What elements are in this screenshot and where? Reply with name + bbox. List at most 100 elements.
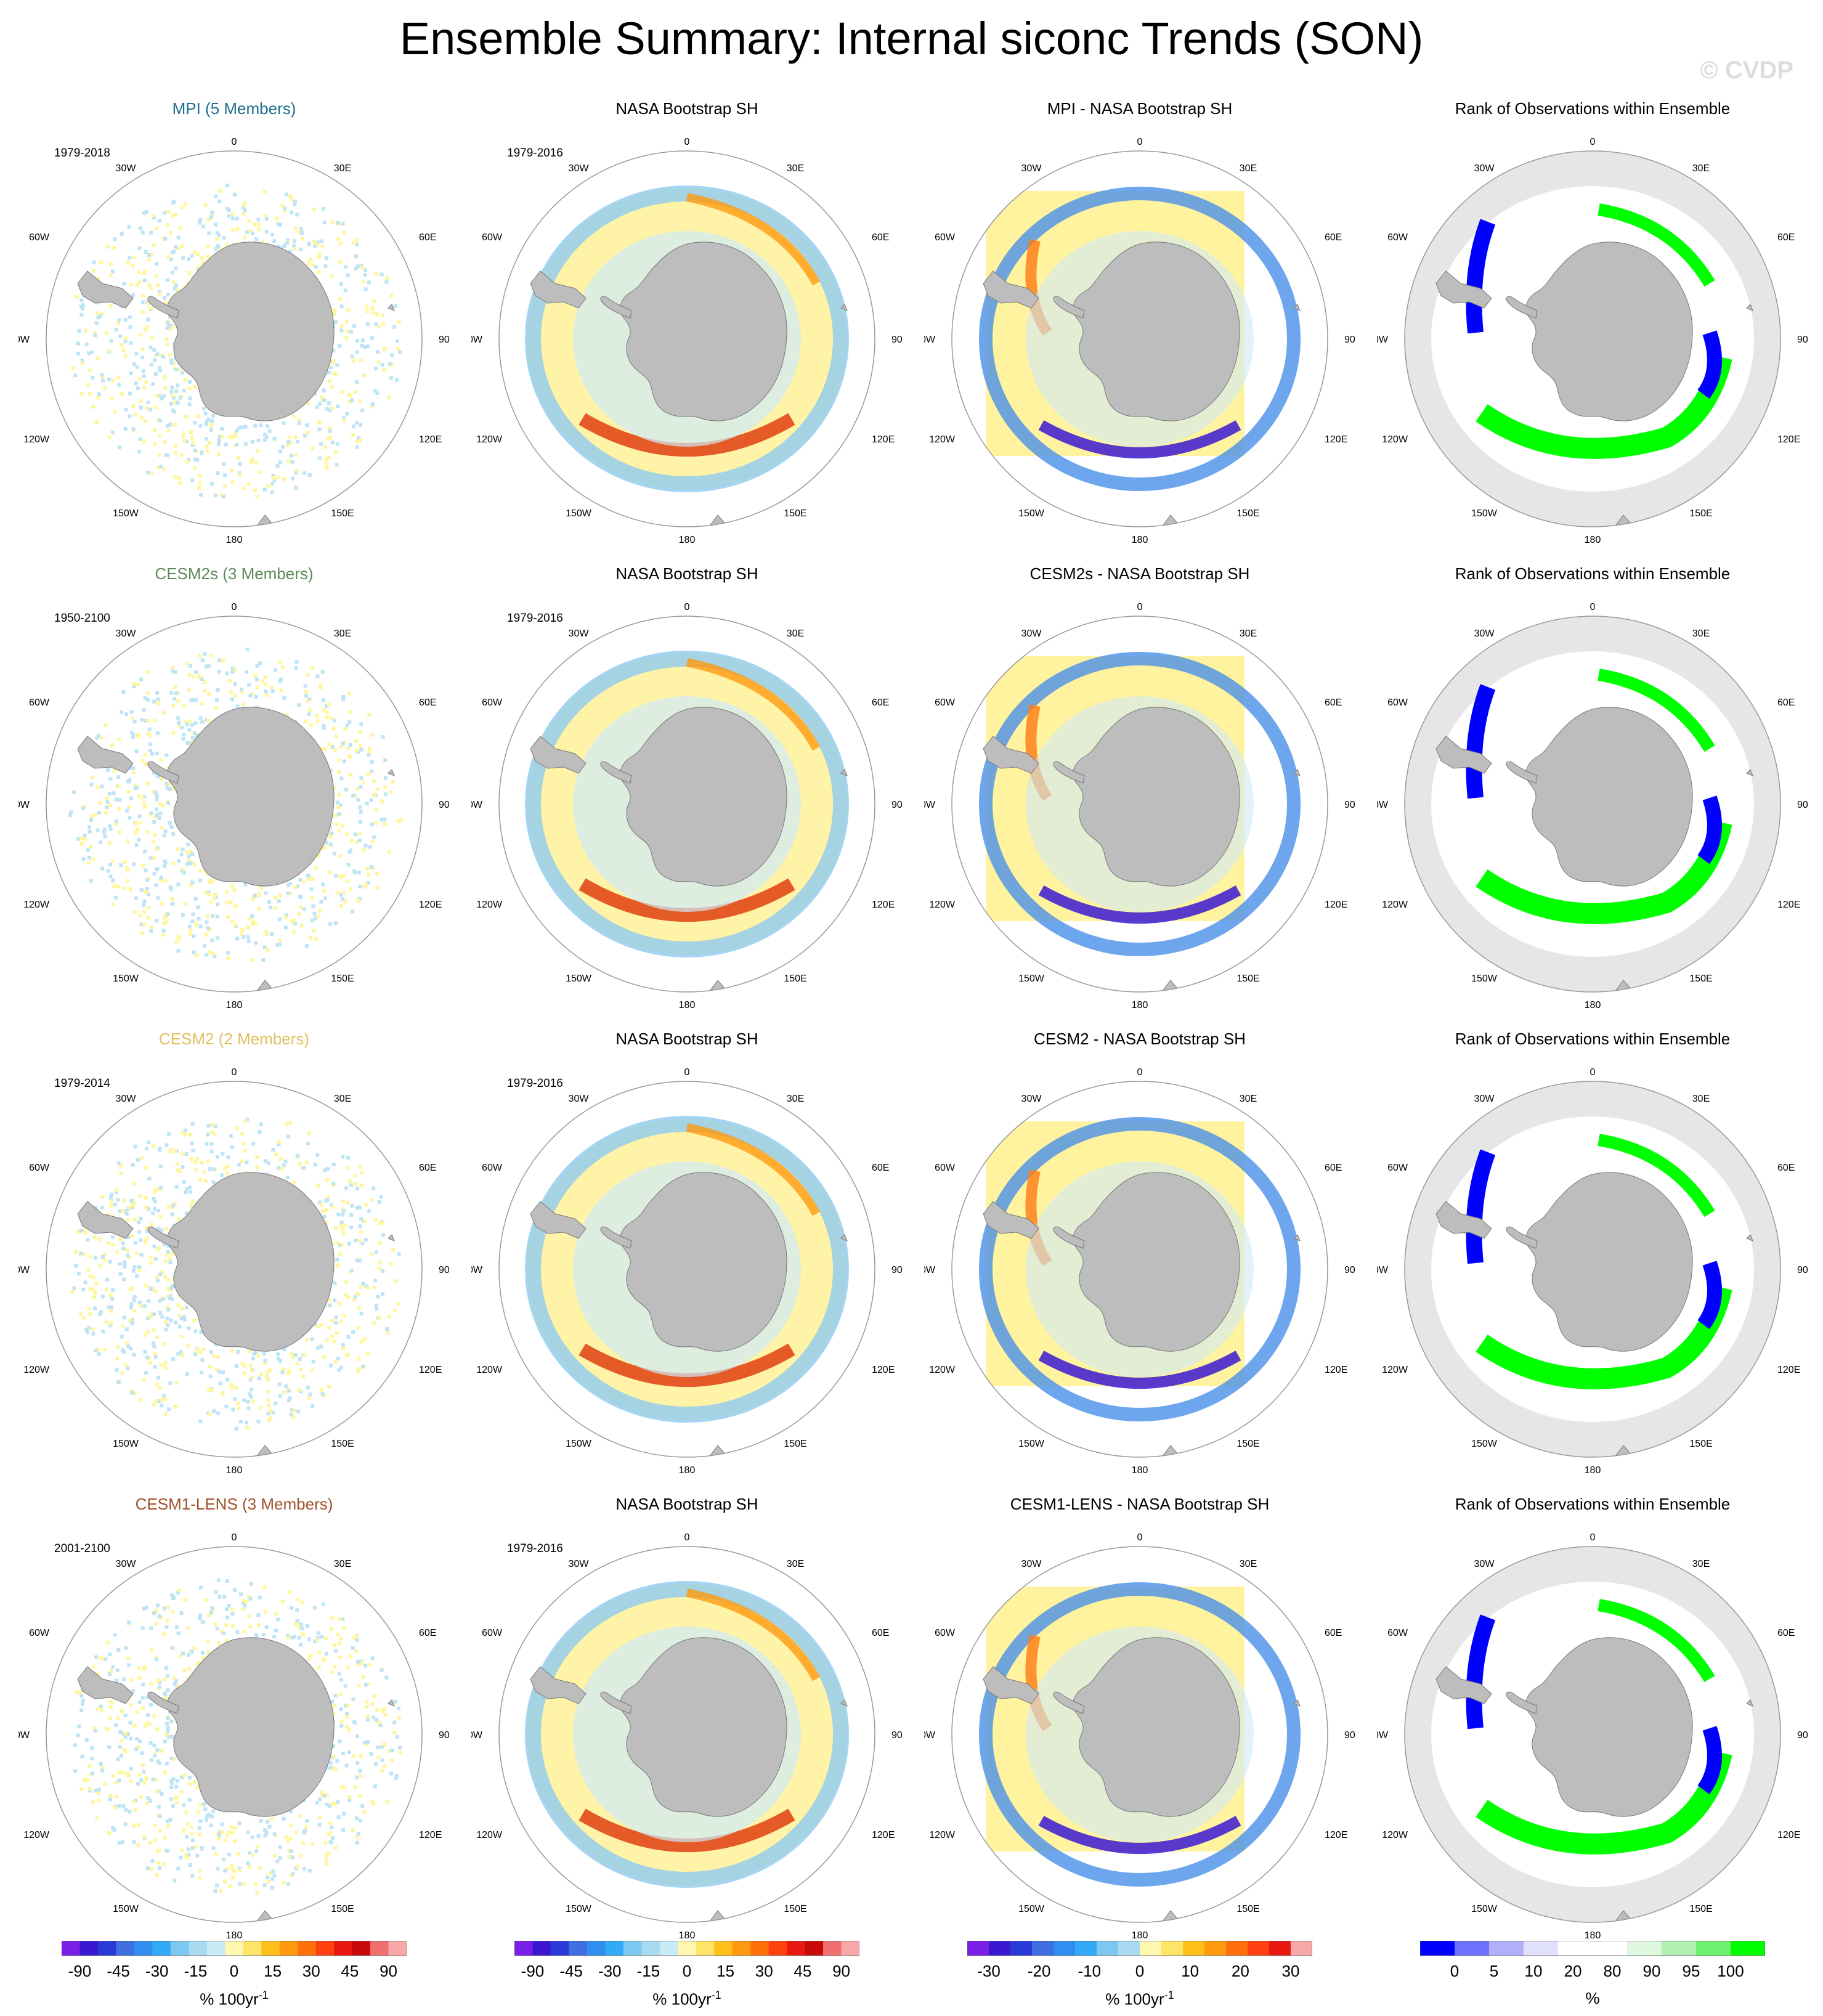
lon-label-30w: 30W [1021, 628, 1042, 639]
units-label: % [1585, 1989, 1600, 2007]
map-boundary [498, 1081, 875, 1458]
lon-label-180: 180 [679, 1000, 696, 1010]
lon-label-120w: 120W [1382, 434, 1408, 445]
obs-panel-row2: NASA Bootstrap SH 0 180 30E 30W 60E 60W 90E 90W 1… [471, 564, 903, 1032]
lon-label-30e: 30E [787, 1559, 804, 1569]
map-boundary [951, 150, 1328, 527]
new-zealand [1612, 1445, 1631, 1457]
colorbar-swatch [623, 1941, 642, 1956]
kerguelen-island [1293, 1234, 1301, 1242]
colorbar-units: % [1420, 1989, 1765, 2008]
colorbar-tick-label: -30 [598, 1962, 622, 1980]
lon-label-30w: 30W [1021, 163, 1042, 174]
lon-label-120w: 120W [1382, 1830, 1408, 1840]
lon-label-150w: 150W [1018, 1904, 1045, 1914]
lon-label-90w: 90W [924, 335, 936, 345]
polar-map: 0 180 30E 30W 60E 60W 90E 90W 120E 120W 150E 150W [924, 1067, 1355, 1476]
colorbar-swatch [750, 1941, 769, 1956]
south-america-tip [1435, 270, 1492, 309]
south-america-tip [1435, 1666, 1492, 1704]
lon-label-0: 0 [684, 602, 690, 612]
new-zealand [1612, 980, 1631, 992]
lon-label-0: 0 [684, 1067, 690, 1078]
lon-label-120e: 120E [419, 900, 442, 910]
kerguelen-island [840, 304, 848, 311]
colorbar-swatch [189, 1941, 208, 1956]
colorbar-diff: -30 -20 -10 0 10 20 30 % 100yr-1 [967, 1941, 1312, 2015]
lon-label-60w: 60W [935, 1163, 956, 1173]
kerguelen-island [840, 1699, 848, 1707]
colorbar-tick-label: -30 [145, 1962, 169, 1980]
polar-map: 0 180 30E 30W 60E 60W 90E 90W 120E 120W 150E 150W [18, 137, 450, 545]
colorbar-swatch [1662, 1941, 1697, 1956]
colorbar-swatch [1032, 1941, 1054, 1956]
antarctic-peninsula [1506, 1691, 1538, 1714]
lon-label-180: 180 [679, 535, 696, 545]
lon-label-180: 180 [1132, 1465, 1148, 1476]
lon-label-30e: 30E [1240, 628, 1257, 639]
colorbar-swatch [823, 1941, 842, 1956]
lon-label-0: 0 [1590, 602, 1596, 612]
lon-label-30w: 30W [569, 1559, 590, 1569]
polar-map: 0 180 30E 30W 60E 60W 90E 90W 120E 120W 150E 150W [471, 602, 903, 1010]
lon-label-90e: 90E [1344, 1730, 1355, 1741]
lon-label-120w: 120W [23, 900, 50, 910]
lon-label-90e: 90E [1797, 800, 1808, 810]
map-boundary [951, 616, 1328, 993]
colorbar-units: % 100yr-1 [967, 1989, 1312, 2009]
colorbar-swatch [732, 1941, 751, 1956]
lon-label-0: 0 [1590, 137, 1596, 147]
rank-panel-title: Rank of Observations within Ensemble [1455, 564, 1731, 583]
lon-label-60w: 60W [482, 1163, 503, 1173]
polar-map: 0 180 30E 30W 60E 60W 90E 90W 120E 120W 150E 150W [471, 1067, 903, 1476]
kerguelen-island [388, 1234, 395, 1242]
south-america-tip [77, 1666, 134, 1704]
south-america-tip [983, 270, 1039, 309]
lon-label-30e: 30E [334, 628, 351, 639]
colorbar-swatch [315, 1941, 335, 1956]
south-america-tip [1435, 1201, 1492, 1239]
lon-label-30w: 30W [569, 163, 590, 174]
south-america-tip [530, 270, 587, 309]
lon-label-60e: 60E [1777, 232, 1795, 243]
new-zealand [706, 980, 726, 992]
polar-map: 0 180 30E 30W 60E 60W 90E 90W 120E 120W 150E 150W [471, 137, 903, 545]
colorbar-tick-label: 0 [1450, 1962, 1459, 1980]
lon-label-60e: 60E [419, 232, 436, 243]
colorbar-swatch [134, 1941, 153, 1956]
antarctica-landmass [1073, 1637, 1240, 1817]
antarctic-peninsula [1506, 761, 1538, 784]
lon-label-120w: 120W [476, 1830, 503, 1840]
colorbar-swatch [768, 1941, 787, 1956]
colorbar-tick-label: -45 [559, 1962, 583, 1980]
lon-label-30w: 30W [569, 628, 590, 639]
lon-label-30w: 30W [1021, 1559, 1042, 1569]
colorbar-swatch [261, 1941, 280, 1956]
lon-label-90w: 90W [18, 800, 30, 810]
antarctic-peninsula [600, 296, 632, 319]
colorbar-tick-label: 30 [302, 1962, 320, 1980]
colorbar-tick-label: 90 [380, 1962, 397, 1980]
antarctica-landmass [620, 1172, 787, 1352]
lon-label-180: 180 [1585, 535, 1601, 545]
kerguelen-island [1293, 1699, 1301, 1707]
rank-panel-title: Rank of Observations within Ensemble [1455, 99, 1731, 118]
antarctic-peninsula [1053, 1226, 1085, 1249]
colorbar-swatch [805, 1941, 824, 1956]
antarctica-landmass [1525, 1172, 1693, 1352]
lon-label-90w: 90W [471, 1265, 483, 1275]
lon-label-120w: 120W [476, 434, 503, 445]
south-america-tip [983, 736, 1039, 774]
colorbar-swatch [1489, 1941, 1524, 1956]
lon-label-150w: 150W [1471, 508, 1498, 519]
antarctic-peninsula [1053, 1691, 1085, 1714]
south-america-tip [530, 1201, 587, 1239]
colorbar-swatch [967, 1941, 989, 1956]
lon-label-0: 0 [1137, 1067, 1143, 1078]
lon-label-150w: 150W [566, 508, 592, 519]
units-label: % 100yr [1105, 1990, 1164, 2009]
lon-label-30e: 30E [1692, 1094, 1710, 1104]
lon-label-60w: 60W [1387, 697, 1408, 708]
lon-label-60e: 60E [872, 697, 889, 708]
lon-label-90w: 90W [1377, 1265, 1389, 1275]
